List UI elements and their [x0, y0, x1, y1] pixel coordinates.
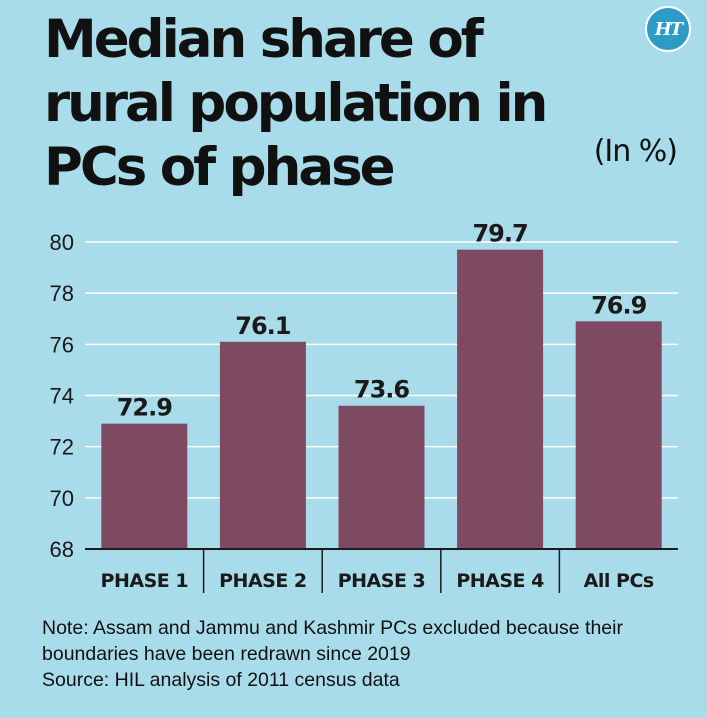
- x-tick-label: All PCs: [584, 570, 654, 592]
- y-tick-label: 68: [50, 537, 74, 562]
- x-tick-label: PHASE 1: [101, 570, 189, 592]
- bar: [101, 423, 188, 549]
- source-line: Source: HIL analysis of 2011 census data: [42, 669, 400, 691]
- y-tick-label: 74: [50, 384, 74, 409]
- bar: [457, 249, 544, 550]
- bar-chart: 68 70 72 74 76 78 80 72.9 PHASE 1 76.1 PHASE 2 73.6…: [50, 220, 678, 593]
- y-tick-label: 70: [50, 486, 74, 511]
- bar: [575, 321, 662, 549]
- x-tick-label: PHASE 2: [219, 570, 307, 592]
- chart-title: Median share of rural population in PCs …: [44, 9, 548, 198]
- bar: [219, 341, 306, 549]
- data-label: 76.1: [235, 312, 291, 340]
- y-tick-label: 76: [50, 332, 74, 357]
- data-label: 72.9: [117, 394, 173, 422]
- footnote: Note: Assam and Jammu and Kashmir PCs ex…: [42, 615, 682, 693]
- x-tick-label: PHASE 3: [338, 570, 426, 592]
- y-tick-label: 72: [50, 435, 74, 460]
- ht-logo: HT: [645, 6, 691, 52]
- note-line-1: Note: Assam and Jammu and Kashmir PCs ex…: [42, 617, 623, 639]
- data-label: 76.9: [591, 291, 647, 319]
- bar: [338, 405, 425, 549]
- y-tick-label: 80: [50, 230, 74, 255]
- data-label: 79.7: [472, 220, 527, 248]
- x-tick-label: PHASE 4: [456, 570, 544, 592]
- note-line-2: boundaries have been redrawn since 2019: [42, 643, 411, 665]
- unit-label: (In %): [593, 134, 678, 169]
- data-label: 73.6: [354, 376, 410, 404]
- y-tick-label: 78: [50, 281, 74, 306]
